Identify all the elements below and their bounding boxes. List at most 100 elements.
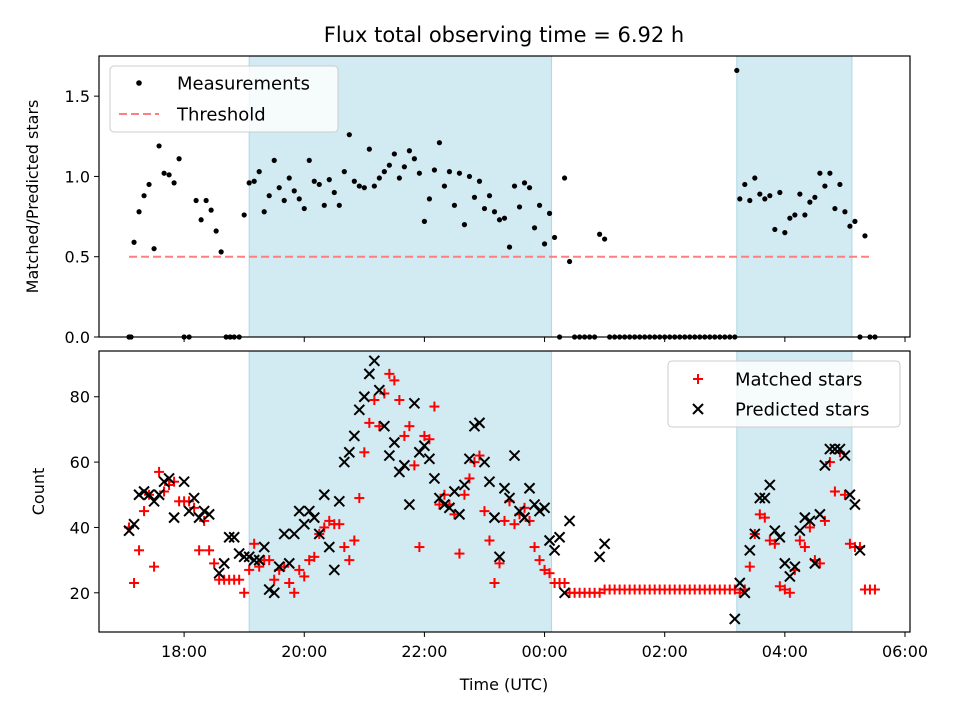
matched-stars-point: [324, 515, 335, 526]
matched-stars-point: [479, 506, 490, 517]
matched-stars-point: [764, 535, 775, 546]
predicted-stars-point: [148, 495, 160, 508]
measurement-point: [246, 180, 252, 186]
predicted-stars-point: [393, 466, 406, 478]
predicted-stars-point: [238, 551, 250, 563]
predicted-stars-point: [298, 518, 310, 530]
matched-stars-point: [434, 499, 445, 510]
matched-stars-point: [729, 584, 740, 595]
matched-stars-point: [769, 538, 780, 549]
predicted-stars-point: [363, 368, 376, 380]
matched-stars-point: [389, 375, 400, 386]
measurement-point: [762, 196, 768, 202]
matched-stars-point: [539, 564, 550, 575]
measurement-point: [241, 212, 247, 218]
measurement-point: [862, 233, 868, 239]
predicted-stars-point: [538, 502, 551, 514]
measurement-point: [166, 172, 172, 178]
predicted-stars-point: [563, 515, 576, 527]
matched-stars-point: [149, 561, 160, 572]
matched-stars-point: [494, 558, 505, 569]
matched-stars-point: [529, 542, 540, 553]
predicted-stars-point: [403, 498, 416, 511]
predicted-stars-point: [288, 528, 300, 540]
matched-stars-point: [279, 561, 290, 572]
matched-stars-point: [784, 587, 795, 598]
predicted-stars-point: [328, 564, 340, 576]
predicted-stars-point: [834, 443, 846, 455]
measurement-point: [597, 231, 603, 237]
measurement-point: [401, 164, 407, 170]
predicted-stars-point: [318, 489, 330, 501]
predicted-stars-point: [829, 443, 841, 455]
predicted-stars-point: [193, 511, 205, 524]
measurement-point: [852, 218, 858, 224]
matched-stars-point: [194, 545, 205, 556]
measurement-point: [366, 146, 372, 152]
predicted-stars-point: [598, 538, 611, 550]
matched-stars-point: [794, 535, 805, 546]
predicted-stars-point: [168, 511, 180, 524]
predicted-stars-point: [188, 492, 200, 504]
matched-stars-point: [284, 577, 295, 588]
predicted-stars-point: [203, 508, 215, 521]
measurement-point: [837, 181, 843, 188]
predicted-stars-point: [468, 420, 481, 432]
measurement-point: [251, 178, 257, 184]
matched-stars-point: [544, 568, 555, 579]
predicted-stars-point: [839, 449, 851, 462]
predicted-stars-point: [378, 420, 391, 432]
matched-stars-point: [824, 457, 835, 468]
matched-stars-point: [459, 489, 470, 500]
matched-stars-point: [484, 535, 495, 546]
predicted-stars-point: [183, 505, 195, 517]
matched-stars-point: [839, 489, 850, 500]
measurement-point: [261, 209, 267, 215]
measurement-point: [807, 199, 813, 205]
matched-stars-point: [744, 561, 755, 572]
measurement-point: [276, 185, 282, 191]
measurement-point: [521, 180, 528, 186]
matched-stars-point: [779, 584, 790, 595]
measurement-point: [561, 175, 568, 181]
predicted-stars-point: [764, 479, 776, 491]
count-panel: 20 40 60 80 18:00 20:00 22:00 00:00 02:00 04:00 0…: [29, 350, 928, 694]
matched-stars-point: [509, 519, 520, 530]
matched-stars-point: [519, 502, 530, 513]
measurement-point: [481, 205, 488, 212]
predicted-stars-point: [799, 511, 811, 524]
predicted-stars-point: [528, 498, 541, 511]
predicted-stars-point: [779, 557, 791, 570]
matched-stars-point: [354, 493, 365, 504]
matched-stars-point: [414, 542, 425, 553]
measurement-point: [311, 178, 317, 184]
matched-stars-point: [234, 574, 245, 585]
ratio-panel-frame: [98, 55, 911, 338]
measurement-point: [431, 167, 438, 173]
predicted-stars-point: [163, 472, 175, 485]
measurement-point: [747, 197, 753, 204]
matched-stars-point: [759, 512, 770, 523]
matched-stars-point: [869, 584, 880, 595]
measurement-point: [476, 178, 483, 184]
measurement-point: [734, 67, 740, 74]
predicted-stars-point: [729, 613, 741, 625]
matched-stars-point: [164, 479, 175, 490]
measurement-point: [381, 169, 387, 175]
measurement-point: [506, 244, 513, 250]
y-tick-label: 60: [70, 453, 90, 472]
measurement-point: [426, 196, 433, 202]
matched-stars-point: [734, 587, 745, 598]
legend-marker-measurements: [136, 80, 142, 86]
measurement-point: [752, 175, 758, 181]
measurement-point: [176, 156, 182, 162]
ratio-legend-box: [109, 65, 339, 133]
measurement-point: [511, 183, 518, 189]
predicted-stars-point: [228, 531, 240, 543]
predicted-stars-point: [278, 528, 290, 540]
measurement-point: [466, 173, 473, 180]
y-tick-label: 40: [70, 518, 90, 537]
matched-stars-point: [334, 519, 345, 530]
measurement-point: [208, 207, 214, 213]
